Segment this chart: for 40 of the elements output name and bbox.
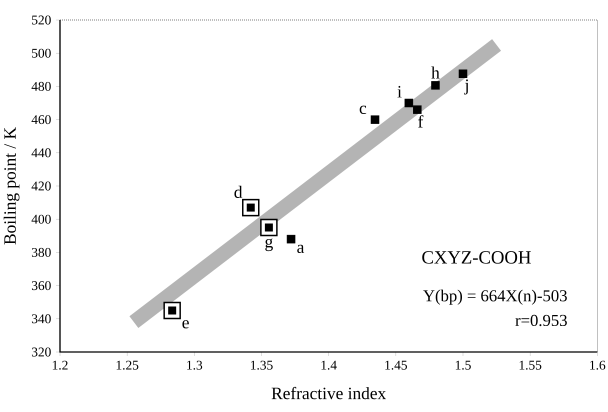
- x-tick-label: 1.3: [187, 360, 202, 370]
- x-tick-label: 1.6: [590, 360, 606, 370]
- y-tick-label: 520: [32, 16, 51, 24]
- annotation: e: [182, 320, 189, 328]
- annotation: d: [234, 186, 242, 198]
- y-axis-title: Boiling point / K: [4, 127, 20, 244]
- y-tick-label: 420: [32, 182, 51, 190]
- x-axis-title: Refractive index: [272, 386, 386, 400]
- x-tick-label: 1.45: [385, 360, 407, 370]
- y-tick-label: 440: [32, 148, 51, 158]
- y-tick-label: 360: [32, 281, 51, 290]
- x-tick-label: 1.5: [456, 360, 471, 370]
- point: [458, 70, 468, 78]
- y-tick-label: 480: [32, 82, 51, 91]
- point: [404, 98, 414, 108]
- annotation: a: [297, 244, 304, 254]
- y-tick-label: 500: [32, 48, 51, 58]
- point: [431, 81, 440, 90]
- x-tick-label: 1.2: [52, 360, 68, 370]
- y-tick-label: 320: [32, 348, 51, 356]
- y-tick-label: 340: [32, 314, 51, 324]
- x-tick-label: 1.35: [251, 360, 273, 370]
- x-tick-label: 1.4: [322, 360, 337, 370]
- x-tick-label: 1.25: [116, 360, 138, 370]
- annotation: j: [464, 79, 468, 95]
- annotation: r=0.953: [515, 314, 567, 326]
- point: [413, 105, 422, 114]
- point: [286, 234, 296, 244]
- y-tick-label: 400: [32, 214, 51, 224]
- y-tick-label: 460: [32, 115, 51, 124]
- annotation: i: [397, 86, 402, 98]
- y-tick-label: 380: [32, 248, 51, 257]
- point: [370, 115, 380, 124]
- annotation: c: [360, 106, 366, 114]
- annotation: Y(bp) = 664X(n)-503: [423, 290, 567, 305]
- annotation: CXYZ-COOH: [422, 251, 531, 264]
- annotation: h: [431, 66, 440, 78]
- x-tick-label: 1.55: [520, 360, 542, 370]
- annotation: f: [418, 115, 424, 128]
- annotation: g: [265, 238, 273, 252]
